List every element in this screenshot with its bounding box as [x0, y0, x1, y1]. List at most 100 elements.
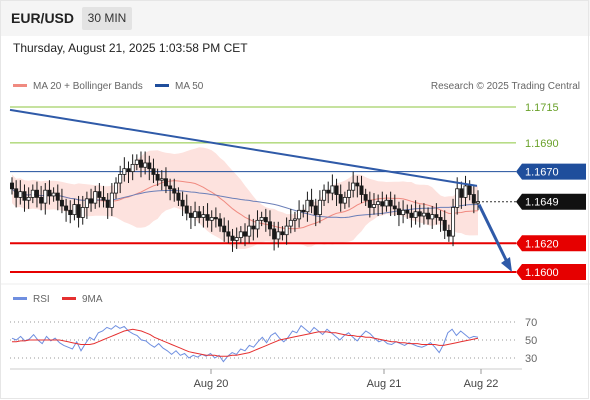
candle [143, 151, 148, 175]
candle-body [105, 199, 110, 208]
candle-body [309, 199, 314, 207]
candle-body [263, 217, 268, 223]
candle [467, 180, 472, 201]
candle [126, 161, 131, 184]
candle-body [22, 191, 27, 201]
candle-body [84, 198, 89, 208]
candle-body [134, 159, 139, 165]
candle [55, 184, 60, 211]
candle [417, 204, 422, 228]
candle-body [438, 217, 443, 221]
candle-body [213, 217, 218, 220]
candle [446, 224, 451, 242]
candle [326, 181, 331, 204]
candle [43, 183, 48, 215]
candle [118, 165, 123, 194]
candle-body [347, 189, 352, 198]
current-price-label: 1.1649 [525, 197, 559, 209]
candle [475, 190, 480, 211]
candle-body [72, 204, 77, 216]
candle [263, 208, 268, 232]
candle [172, 178, 177, 202]
candle [322, 184, 327, 206]
candle-body [218, 218, 223, 227]
candle-body [446, 229, 451, 237]
candle-body [159, 178, 164, 181]
candle-body [114, 182, 119, 194]
candle [26, 187, 31, 209]
support-label-1.1600: 1.1600 [525, 267, 559, 279]
candle [371, 193, 376, 215]
candle [305, 191, 310, 222]
candle [355, 175, 360, 198]
candle-body [367, 199, 372, 208]
candle [68, 200, 73, 224]
candle [251, 218, 256, 241]
candle [176, 187, 181, 206]
candle [134, 154, 139, 171]
candle [347, 181, 352, 208]
candlesticks [9, 151, 480, 252]
candle-body [267, 221, 272, 230]
candle-body [351, 182, 356, 191]
candle-body [288, 219, 293, 227]
candle-body [138, 159, 143, 168]
candle-body [76, 204, 81, 218]
bb-legend-swatch [13, 84, 27, 87]
timeframe-badge[interactable]: 30 MIN [82, 7, 132, 30]
candle [301, 204, 306, 218]
candle [388, 191, 393, 217]
candle [168, 178, 173, 201]
rsi-legend-label: RSI [33, 294, 50, 305]
candle-body [151, 168, 156, 175]
candle-body [180, 199, 185, 207]
candle [76, 195, 81, 228]
candle [288, 208, 293, 234]
price-labels: 1.1715 1.1690 1.1670 1.1620 1.1600 1.1649 [516, 102, 586, 280]
candle-body [39, 196, 44, 204]
candle-body [226, 231, 231, 237]
candle-body [109, 192, 114, 208]
candle [317, 190, 322, 224]
candle [280, 226, 285, 241]
candle-body [434, 214, 439, 218]
candle [367, 191, 372, 218]
candle-body [9, 182, 14, 190]
candle [18, 180, 23, 205]
candle [209, 210, 214, 232]
current-price-tag [516, 193, 586, 210]
candle [471, 185, 476, 214]
candle-body [475, 201, 480, 204]
candle [401, 200, 406, 224]
candle-body [384, 199, 389, 207]
candle-body [59, 199, 64, 207]
candle-body [172, 188, 177, 194]
x-tick-label: Aug 22 [464, 378, 499, 390]
rsi-legend-swatch [13, 297, 27, 300]
candle-body [80, 207, 85, 218]
projection-arrow-head [501, 257, 512, 272]
ma50-legend-label: MA 50 [175, 81, 204, 92]
candle-body [55, 192, 60, 201]
candle-body [147, 162, 152, 170]
candle [380, 191, 385, 215]
projection-arrow-shaft [477, 203, 510, 265]
candle [342, 191, 347, 209]
candle [247, 214, 252, 244]
candle-body [259, 217, 264, 221]
candle [259, 211, 264, 227]
candle-body [342, 196, 347, 204]
candle-body [392, 205, 397, 210]
candle-body [322, 189, 327, 201]
candle-body [301, 209, 306, 213]
candle-body [64, 205, 69, 211]
candle-body [459, 188, 464, 198]
chart-timestamp: Thursday, August 21, 2025 1:03:58 PM CET [13, 41, 248, 55]
candle-body [205, 214, 210, 221]
candle-body [471, 194, 476, 204]
candle-body [197, 211, 202, 218]
resistance-label-1.1690: 1.1690 [525, 138, 559, 150]
candle [267, 210, 272, 237]
candle [122, 157, 127, 182]
candle-body [30, 189, 35, 198]
